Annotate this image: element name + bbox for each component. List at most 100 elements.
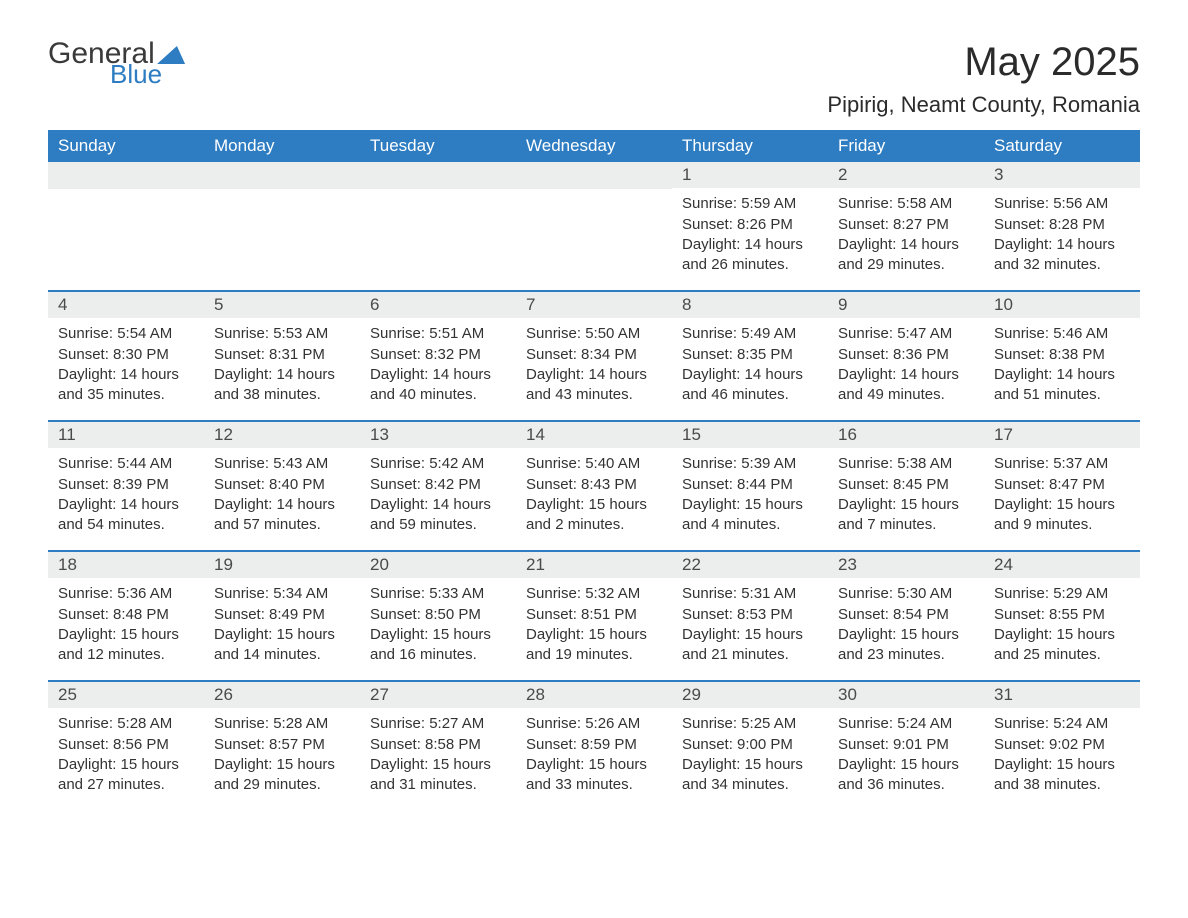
day-details: Sunrise: 5:53 AMSunset: 8:31 PMDaylight:… [204, 318, 360, 415]
day-details: Sunrise: 5:44 AMSunset: 8:39 PMDaylight:… [48, 448, 204, 545]
calendar-day-cell: 1 Sunrise: 5:59 AMSunset: 8:26 PMDaylight… [672, 162, 828, 290]
day-details: Sunrise: 5:34 AMSunset: 8:49 PMDaylight:… [204, 578, 360, 675]
page-title: May 2025 [964, 40, 1140, 85]
logo: General Blue [48, 40, 188, 86]
sunrise-line: Sunrise: 5:59 AM [682, 194, 818, 214]
sunrise-line: Sunrise: 5:24 AM [838, 714, 974, 734]
calendar-day-cell: 3Sunrise: 5:56 AMSunset: 8:28 PMDaylight… [984, 162, 1140, 290]
empty-day [48, 162, 204, 189]
day-number: 6 [360, 292, 516, 318]
sunrise-line: Sunrise: 5:27 AM [370, 714, 506, 734]
calendar-day-cell: 29Sunrise: 5:25 AMSunset: 9:00 PMDayligh… [672, 682, 828, 810]
day-number: 16 [828, 422, 984, 448]
day-details: Sunrise: 5:43 AMSunset: 8:40 PMDaylight:… [204, 448, 360, 545]
daylight-line: Daylight: 15 hours and 23 minutes. [838, 625, 974, 666]
calendar-day-cell: 28Sunrise: 5:26 AMSunset: 8:59 PMDayligh… [516, 682, 672, 810]
day-details: Sunrise: 5:46 AMSunset: 8:38 PMDaylight:… [984, 318, 1140, 415]
sunset-line: Sunset: 8:30 PM [58, 345, 194, 365]
daylight-line: Daylight: 15 hours and 21 minutes. [682, 625, 818, 666]
day-details: Sunrise: 5:26 AMSunset: 8:59 PMDaylight:… [516, 708, 672, 805]
day-number: 4 [48, 292, 204, 318]
daylight-line: Daylight: 14 hours and 38 minutes. [214, 365, 350, 406]
calendar-day-cell: 7Sunrise: 5:50 AMSunset: 8:34 PMDaylight… [516, 292, 672, 420]
sunset-line: Sunset: 8:42 PM [370, 475, 506, 495]
day-details: Sunrise: 5:37 AMSunset: 8:47 PMDaylight:… [984, 448, 1140, 545]
sunset-line: Sunset: 8:54 PM [838, 605, 974, 625]
day-number: 1 [672, 162, 828, 188]
daylight-line: Daylight: 15 hours and 36 minutes. [838, 755, 974, 796]
daylight-line: Daylight: 14 hours and 46 minutes. [682, 365, 818, 406]
day-number: 7 [516, 292, 672, 318]
calendar-week: 18Sunrise: 5:36 AMSunset: 8:48 PMDayligh… [48, 550, 1140, 680]
day-number: 27 [360, 682, 516, 708]
sunset-line: Sunset: 8:44 PM [682, 475, 818, 495]
daylight-line: Daylight: 15 hours and 38 minutes. [994, 755, 1130, 796]
day-details: Sunrise: 5:38 AMSunset: 8:45 PMDaylight:… [828, 448, 984, 545]
sunset-line: Sunset: 8:43 PM [526, 475, 662, 495]
calendar-day-cell: 18Sunrise: 5:36 AMSunset: 8:48 PMDayligh… [48, 552, 204, 680]
sunrise-line: Sunrise: 5:51 AM [370, 324, 506, 344]
daylight-line: Daylight: 15 hours and 25 minutes. [994, 625, 1130, 666]
sunrise-line: Sunrise: 5:30 AM [838, 584, 974, 604]
calendar-day-cell: 4Sunrise: 5:54 AMSunset: 8:30 PMDaylight… [48, 292, 204, 420]
weekday-header: Saturday [984, 130, 1140, 162]
day-number: 25 [48, 682, 204, 708]
day-number: 10 [984, 292, 1140, 318]
empty-day [516, 162, 672, 189]
daylight-line: Daylight: 15 hours and 12 minutes. [58, 625, 194, 666]
day-number: 12 [204, 422, 360, 448]
calendar-week: 25Sunrise: 5:28 AMSunset: 8:56 PMDayligh… [48, 680, 1140, 810]
daylight-line: Daylight: 14 hours and 40 minutes. [370, 365, 506, 406]
sunrise-line: Sunrise: 5:54 AM [58, 324, 194, 344]
day-number: 17 [984, 422, 1140, 448]
calendar-day-cell: 10Sunrise: 5:46 AMSunset: 8:38 PMDayligh… [984, 292, 1140, 420]
sunrise-line: Sunrise: 5:44 AM [58, 454, 194, 474]
daylight-line: Daylight: 15 hours and 4 minutes. [682, 495, 818, 536]
sunrise-line: Sunrise: 5:46 AM [994, 324, 1130, 344]
day-details: Sunrise: 5:40 AMSunset: 8:43 PMDaylight:… [516, 448, 672, 545]
day-details: Sunrise: 5:30 AMSunset: 8:54 PMDaylight:… [828, 578, 984, 675]
daylight-line: Daylight: 15 hours and 27 minutes. [58, 755, 194, 796]
sunset-line: Sunset: 8:26 PM [682, 215, 818, 235]
daylight-line: Daylight: 15 hours and 31 minutes. [370, 755, 506, 796]
sunset-line: Sunset: 8:59 PM [526, 735, 662, 755]
day-number: 9 [828, 292, 984, 318]
daylight-line: Daylight: 15 hours and 29 minutes. [214, 755, 350, 796]
daylight-line: Daylight: 15 hours and 16 minutes. [370, 625, 506, 666]
sunrise-line: Sunrise: 5:42 AM [370, 454, 506, 474]
calendar-day-cell: 12Sunrise: 5:43 AMSunset: 8:40 PMDayligh… [204, 422, 360, 550]
calendar-week: 1Sunrise: 5:59 AMSunset: 8:26 PMDaylight… [48, 162, 1140, 290]
calendar-day-cell: 23Sunrise: 5:30 AMSunset: 8:54 PMDayligh… [828, 552, 984, 680]
day-number: 26 [204, 682, 360, 708]
day-number: 29 [672, 682, 828, 708]
day-number: 31 [984, 682, 1140, 708]
daylight-line: Daylight: 15 hours and 19 minutes. [526, 625, 662, 666]
day-number: 24 [984, 552, 1140, 578]
sunrise-line: Sunrise: 5:36 AM [58, 584, 194, 604]
daylight-line: Daylight: 15 hours and 33 minutes. [526, 755, 662, 796]
sunset-line: Sunset: 8:53 PM [682, 605, 818, 625]
day-number: 14 [516, 422, 672, 448]
sunset-line: Sunset: 8:57 PM [214, 735, 350, 755]
day-number: 2 [828, 162, 984, 188]
day-details: Sunrise: 5:28 AMSunset: 8:57 PMDaylight:… [204, 708, 360, 805]
sunset-line: Sunset: 8:49 PM [214, 605, 350, 625]
calendar-day-cell: 31Sunrise: 5:24 AMSunset: 9:02 PMDayligh… [984, 682, 1140, 810]
sunset-line: Sunset: 8:56 PM [58, 735, 194, 755]
day-details: Sunrise: 5:58 AMSunset: 8:27 PMDaylight:… [828, 188, 984, 285]
day-number: 18 [48, 552, 204, 578]
day-details: Sunrise: 5:27 AMSunset: 8:58 PMDaylight:… [360, 708, 516, 805]
day-number: 11 [48, 422, 204, 448]
calendar-day-cell: 24Sunrise: 5:29 AMSunset: 8:55 PMDayligh… [984, 552, 1140, 680]
sunset-line: Sunset: 8:47 PM [994, 475, 1130, 495]
calendar-day-cell: 20Sunrise: 5:33 AMSunset: 8:50 PMDayligh… [360, 552, 516, 680]
day-details: Sunrise: 5:49 AMSunset: 8:35 PMDaylight:… [672, 318, 828, 415]
daylight-line: Daylight: 14 hours and 32 minutes. [994, 235, 1130, 276]
daylight-line: Daylight: 14 hours and 26 minutes. [682, 235, 818, 276]
sunrise-line: Sunrise: 5:56 AM [994, 194, 1130, 214]
sunset-line: Sunset: 8:45 PM [838, 475, 974, 495]
calendar-day-cell: 5Sunrise: 5:53 AMSunset: 8:31 PMDaylight… [204, 292, 360, 420]
weekday-header: Sunday [48, 130, 204, 162]
weekday-header: Friday [828, 130, 984, 162]
calendar-day-cell: 22Sunrise: 5:31 AMSunset: 8:53 PMDayligh… [672, 552, 828, 680]
